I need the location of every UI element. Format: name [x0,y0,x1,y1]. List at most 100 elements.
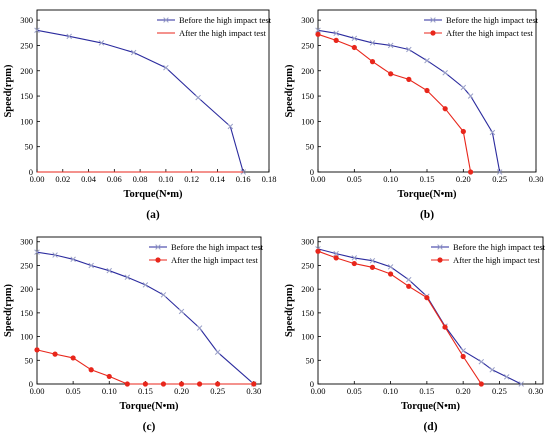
y-tick-label: 250 [301,260,314,270]
x-tick-label: 0.00 [311,386,326,396]
data-point-x-marker [34,27,40,34]
data-point-x-marker [405,276,412,283]
x-tick-label: 0.20 [456,386,471,396]
data-point-x-marker [130,49,137,56]
data-point-x-marker [142,282,149,288]
data-point-circle-marker [142,381,148,387]
series-line-2 [317,250,482,385]
x-tick-label: 0.25 [210,386,225,396]
y-tick-label: 300 [20,237,33,247]
chart-panel-2: 0.00 0.05 0.10 0.15 0.20 0.25 0.30 0 50 100 150 200… [284,9,544,221]
y-tick-label: 150 [301,91,314,101]
y-axis-label: Speed(rpm) [3,64,14,118]
y-tick-label: 50 [306,355,315,365]
data-point-x-marker [195,94,201,101]
x-tick-label: 0.00 [30,386,45,396]
legend-marker [437,257,443,263]
x-tick-label: 0.30 [529,174,544,184]
data-point-x-marker [66,33,72,40]
y-tick-label: 200 [20,66,33,76]
data-point-circle-marker [251,381,257,387]
legend-label: After the high impact test [179,28,267,38]
y-tick-label: 0 [29,379,33,389]
y-tick-label: 300 [301,237,314,247]
x-tick-label: 0.04 [81,174,97,184]
data-point-x-marker [489,129,496,136]
data-point-circle-marker [442,106,448,112]
legend-marker [430,17,436,23]
data-point-x-marker [351,35,358,42]
data-point-x-marker [406,46,412,53]
data-point-x-marker [424,57,430,64]
y-tick-label: 100 [20,116,33,126]
legend-marker [430,30,436,36]
legend-label: Before the high impact test [171,242,264,252]
panel-label: (c) [143,421,156,433]
x-tick-label: 0.12 [184,174,199,184]
data-point-circle-marker [333,255,339,261]
y-tick-label: 100 [301,116,314,126]
data-point-circle-marker [315,248,321,254]
data-point-circle-marker [442,324,448,330]
x-tick-label: 0.25 [492,386,507,396]
y-tick-label: 250 [20,260,33,270]
data-point-circle-marker [124,381,130,387]
data-point-x-marker [442,70,448,76]
data-point-circle-marker [351,44,357,51]
data-point-x-marker [163,64,169,71]
data-point-x-marker [369,40,376,46]
data-point-x-marker [106,267,113,274]
panel-label: (a) [146,209,160,221]
plot-frame [317,236,544,385]
data-point-circle-marker [333,37,339,43]
y-tick-label: 250 [20,40,33,50]
legend-marker [163,17,169,23]
legend-label: Before the high impact test [179,15,272,25]
data-point-x-marker [369,257,376,264]
series-line-1 [317,29,501,173]
legend-marker [155,257,161,263]
data-point-circle-marker [351,260,357,267]
x-tick-label: 0.20 [456,174,471,184]
data-point-x-marker [460,84,467,91]
x-axis-label: Torque(N•m) [123,189,183,200]
legend-label: After the high impact test [171,255,259,265]
data-point-x-marker [489,367,495,373]
x-tick-label: 0.06 [107,174,122,184]
y-tick-label: 50 [25,355,34,365]
data-point-x-marker [227,123,234,130]
data-point-circle-marker [406,283,412,289]
data-point-circle-marker [388,71,394,77]
data-point-circle-marker [424,87,430,94]
data-point-circle-marker [215,381,221,387]
x-tick-label: 0.20 [174,386,189,396]
panel-label: (b) [420,209,434,221]
y-axis-label: Speed(rpm) [284,283,295,337]
data-point-circle-marker [34,347,40,353]
x-tick-label: 0.14 [210,174,226,184]
series-line-2 [36,349,254,385]
chart-panel-1: 0.00 0.02 0.04 0.06 0.08 0.10 0.12 0.14 0.16 0.18… [3,9,276,221]
data-point-circle-marker [315,31,321,37]
data-point-circle-marker [160,381,167,387]
data-point-circle-marker [478,381,484,387]
data-point-x-marker [124,274,131,281]
data-point-x-marker [333,30,339,37]
data-point-x-marker [467,93,474,99]
x-axis-label: Torque(N•m) [397,189,457,200]
y-tick-label: 150 [20,308,33,318]
y-tick-label: 100 [20,332,33,342]
data-point-circle-marker [369,59,376,65]
y-tick-label: 0 [310,379,314,389]
data-point-x-marker [496,169,503,175]
x-tick-label: 0.15 [420,174,435,184]
x-tick-label: 0.05 [347,386,362,396]
data-point-x-marker [351,255,358,261]
legend-label: After the high impact test [453,255,541,265]
data-point-circle-marker [460,353,466,360]
x-tick-label: 0.00 [30,174,45,184]
data-point-x-marker [315,27,321,34]
data-point-circle-marker [178,381,185,387]
panel-label: (d) [423,421,437,433]
